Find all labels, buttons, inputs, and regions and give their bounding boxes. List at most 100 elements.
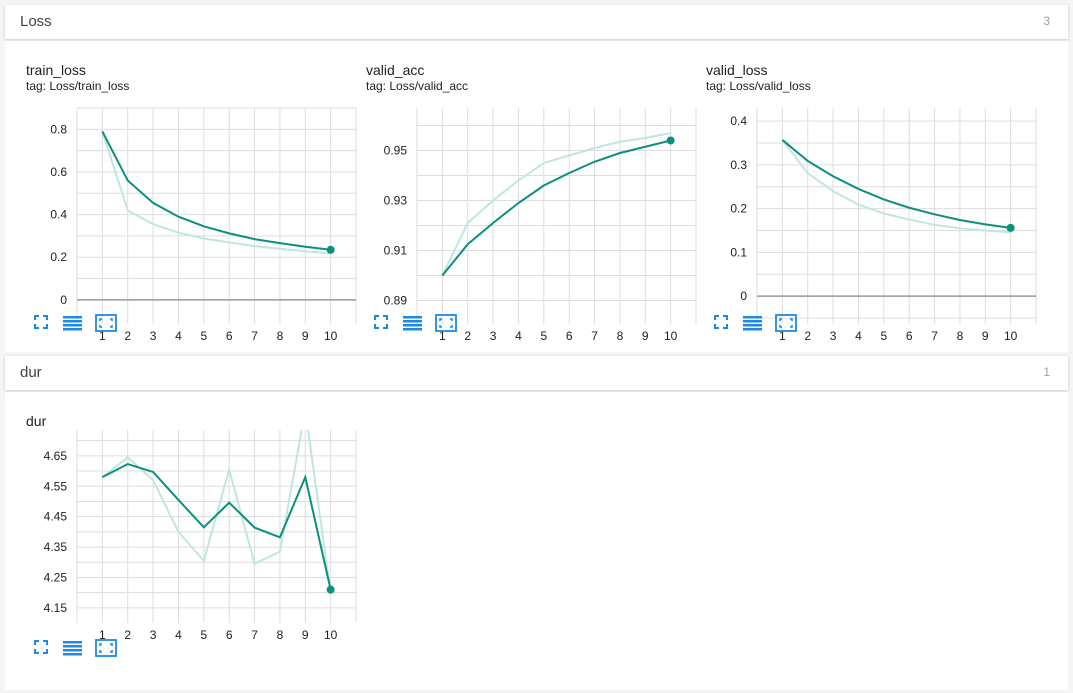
y-tick-label: 0.3	[730, 158, 747, 172]
expand-button[interactable]	[33, 314, 55, 332]
chart-card-valid-loss: valid_loss tag: Loss/valid_loss 0 0.1 0.2 0…	[685, 55, 1037, 343]
group-count: 1	[1043, 365, 1050, 379]
chart-plot[interactable]: 4.15 4.25 4.35 4.45 4.55 4.65 1 2 3 4 5 6 7 8 9 10	[5, 406, 357, 686]
chart-tag: tag: Loss/train_loss	[26, 79, 130, 93]
group-body-dur: dur 4.15 4.25 4.35 4.45 4.55 4.65 1 2 3 4 5 6 7 8 9 10	[5, 392, 1068, 690]
expand-icon	[34, 640, 48, 654]
y-tick-label: 0.2	[730, 202, 747, 216]
x-tick-label: 6	[226, 329, 233, 343]
x-tick-label: 8	[617, 329, 624, 343]
chart-card-valid-acc: valid_acc tag: Loss/valid_acc 0.89 0.91 0.…	[345, 55, 697, 343]
lines-icon	[743, 316, 762, 331]
group-title: dur	[20, 364, 42, 381]
fit-domain-icon	[95, 639, 117, 657]
y-tick-label: 0.8	[50, 122, 67, 136]
group-header-loss[interactable]: Loss 3	[5, 5, 1068, 39]
fit-domain-button[interactable]	[95, 639, 117, 657]
y-tick-label: 0.1	[730, 245, 747, 259]
lines-button[interactable]	[743, 314, 765, 332]
x-tick-label: 3	[830, 329, 837, 343]
fit-domain-button[interactable]	[775, 314, 797, 332]
x-tick-label: 1	[99, 628, 106, 642]
y-tick-label: 0.6	[50, 165, 67, 179]
y-tick-label: 4.25	[44, 570, 68, 584]
x-tick-label: 10	[1004, 329, 1018, 343]
y-tick-label: 0.91	[384, 244, 408, 258]
group-count: 3	[1043, 14, 1050, 28]
series-line-smoothed	[101, 462, 332, 590]
x-tick-label: 5	[540, 329, 547, 343]
group-body-loss: train_loss tag: Loss/train_loss 0 0.2 0.4 0…	[5, 41, 1068, 352]
group-title: Loss	[20, 13, 52, 30]
last-point-marker	[326, 585, 335, 594]
x-tick-label: 8	[277, 628, 284, 642]
series-line-smoothed	[781, 139, 1011, 229]
expand-button[interactable]	[713, 314, 735, 332]
fit-domain-button[interactable]	[435, 314, 457, 332]
x-tick-label: 8	[277, 329, 284, 343]
series-line-smoothed	[441, 139, 671, 277]
x-tick-label: 9	[302, 628, 309, 642]
y-tick-label: 4.45	[44, 510, 68, 524]
expand-icon	[714, 315, 728, 329]
x-tick-label: 7	[931, 329, 938, 343]
series-line-raw	[101, 131, 331, 255]
last-point-marker	[1006, 223, 1015, 232]
fit-domain-icon	[775, 314, 797, 332]
y-tick-label: 0	[60, 293, 67, 307]
series-line-smoothed	[101, 130, 331, 251]
chart-title: dur	[26, 413, 47, 429]
lines-icon	[403, 316, 422, 331]
lines-icon	[63, 641, 82, 656]
lines-icon	[63, 316, 82, 331]
x-tick-label: 3	[150, 329, 157, 343]
x-tick-label: 10	[664, 329, 678, 343]
x-tick-label: 6	[906, 329, 913, 343]
x-tick-label: 9	[982, 329, 989, 343]
x-tick-label: 10	[324, 628, 338, 642]
chart-plot[interactable]: 0.89 0.91 0.93 0.95 1 2 3 4 5 6 7 8 9 10	[345, 55, 697, 343]
y-tick-label: 0.4	[50, 208, 67, 222]
series-line-raw	[441, 132, 671, 276]
chart-plot[interactable]: 0 0.1 0.2 0.3 0.4 1 2 3 4 5 6 7 8 9 10	[685, 55, 1037, 343]
x-tick-label: 2	[804, 329, 811, 343]
fit-domain-icon	[95, 314, 117, 332]
chart-card-train-loss: train_loss tag: Loss/train_loss 0 0.2 0.4 0…	[5, 55, 357, 343]
group-header-dur[interactable]: dur 1	[5, 356, 1068, 390]
x-tick-label: 4	[175, 628, 182, 642]
x-tick-label: 5	[200, 628, 207, 642]
series-line-raw	[781, 139, 1011, 234]
x-tick-label: 1	[439, 329, 446, 343]
chart-title: valid_loss	[706, 62, 768, 78]
expand-button[interactable]	[33, 639, 55, 657]
y-tick-label: 4.65	[44, 449, 68, 463]
y-tick-label: 0	[740, 289, 747, 303]
lines-button[interactable]	[63, 639, 85, 657]
y-tick-label: 4.55	[44, 479, 68, 493]
x-tick-label: 4	[515, 329, 522, 343]
x-tick-label: 4	[175, 329, 182, 343]
fit-domain-button[interactable]	[95, 314, 117, 332]
x-tick-label: 6	[566, 329, 573, 343]
expand-button[interactable]	[373, 314, 395, 332]
y-tick-label: 0.93	[384, 194, 408, 208]
x-tick-label: 7	[591, 329, 598, 343]
x-tick-label: 7	[251, 628, 258, 642]
chart-plot[interactable]: 0 0.2 0.4 0.6 0.8 1 2 3 4 5 6 7 8 9 10	[5, 55, 357, 343]
chart-title: valid_acc	[366, 62, 425, 78]
y-tick-label: 0.4	[730, 114, 747, 128]
lines-button[interactable]	[63, 314, 85, 332]
x-tick-label: 5	[200, 329, 207, 343]
fit-domain-icon	[435, 314, 457, 332]
x-tick-label: 2	[124, 628, 131, 642]
x-tick-label: 1	[779, 329, 786, 343]
x-tick-label: 1	[99, 329, 106, 343]
y-tick-label: 4.35	[44, 540, 68, 554]
y-tick-label: 0.89	[384, 294, 408, 308]
x-tick-label: 5	[880, 329, 887, 343]
last-point-marker	[326, 245, 335, 254]
expand-icon	[34, 315, 48, 329]
x-tick-label: 8	[957, 329, 964, 343]
lines-button[interactable]	[403, 314, 425, 332]
y-tick-label: 0.2	[50, 250, 67, 264]
